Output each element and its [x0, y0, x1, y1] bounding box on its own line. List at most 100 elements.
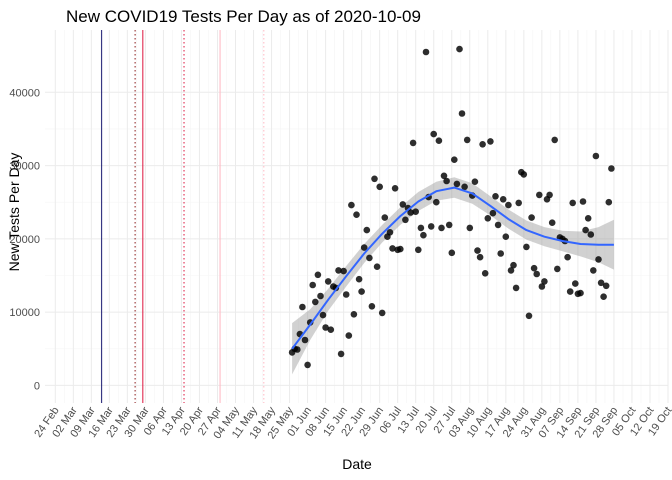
smooth-line [291, 186, 614, 350]
data-point [564, 253, 571, 261]
data-point [422, 48, 430, 56]
data-point [427, 223, 435, 230]
data-point [304, 361, 311, 369]
data-point [590, 267, 597, 274]
data-point [440, 172, 448, 180]
data-point [587, 231, 595, 238]
data-point [340, 267, 347, 275]
data-point [497, 250, 505, 257]
data-point [402, 216, 409, 224]
data-point [322, 324, 329, 331]
data-point [317, 292, 324, 300]
data-point [466, 224, 474, 232]
data-point [433, 198, 440, 206]
data-point [319, 311, 327, 319]
data-point [391, 185, 399, 192]
y-tick-label: 0 [34, 380, 40, 392]
y-axis-title: New Tests Per Day [6, 153, 22, 272]
data-point [443, 177, 450, 185]
data-point [602, 282, 610, 290]
data-point [415, 246, 422, 254]
smooth-trend [291, 186, 614, 350]
data-point [386, 229, 394, 236]
data-point [530, 264, 538, 272]
data-point [523, 243, 530, 251]
data-point [399, 201, 407, 208]
chart-title: New COVID19 Tests Per Day as of 2020-10-… [66, 7, 421, 26]
data-point [409, 139, 417, 147]
data-point [301, 336, 309, 344]
data-point [463, 136, 471, 144]
data-point [314, 271, 322, 279]
data-point [577, 289, 584, 297]
data-point [420, 231, 427, 239]
event-lines [101, 30, 265, 403]
data-point [569, 199, 576, 207]
data-point [458, 110, 466, 117]
data-point [353, 211, 360, 218]
y-tick-label: 40000 [9, 87, 40, 99]
data-point [350, 311, 358, 318]
data-point [342, 291, 350, 298]
data-point [435, 137, 443, 144]
grid [45, 30, 669, 403]
data-point [397, 245, 404, 253]
confidence-band [292, 177, 614, 375]
data-point [471, 178, 479, 185]
data-point [337, 350, 345, 358]
data-point [438, 224, 445, 232]
data-point [445, 221, 453, 229]
data-point [481, 270, 489, 277]
data-point [381, 214, 389, 221]
data-point [373, 263, 381, 271]
data-point [479, 141, 486, 148]
data-point [376, 183, 384, 191]
data-point [505, 201, 512, 209]
data-point [309, 281, 317, 289]
data-point [363, 226, 371, 234]
data-point [461, 183, 468, 191]
y-tick-label: 20000 [9, 234, 40, 246]
data-point [502, 233, 510, 240]
data-point [582, 226, 589, 234]
data-point [299, 303, 306, 311]
data-point [335, 267, 342, 274]
data-point [515, 199, 522, 207]
confidence-ribbon [292, 177, 614, 375]
data-point [554, 265, 561, 273]
data-point [324, 278, 332, 285]
data-point [512, 284, 520, 292]
y-axis-ticks: 0 10000 20000 30000 40000 [9, 87, 40, 392]
data-point [566, 288, 574, 295]
data-point [572, 280, 579, 287]
data-point [592, 152, 600, 160]
data-point [417, 224, 425, 232]
data-point [510, 261, 517, 269]
data-point [605, 198, 613, 206]
data-point [456, 45, 463, 53]
data-point [520, 171, 528, 178]
data-point [371, 175, 378, 183]
data-point [525, 312, 533, 320]
data-point [548, 219, 556, 226]
data-point [600, 293, 607, 301]
data-point [453, 180, 461, 188]
data-point [451, 156, 458, 163]
data-point [389, 245, 396, 252]
data-points [288, 45, 615, 369]
data-point [312, 298, 319, 306]
data-point [533, 270, 540, 278]
x-axis-title: Date [342, 456, 372, 472]
data-point [546, 191, 553, 199]
data-point [608, 165, 615, 172]
data-point [528, 214, 535, 221]
data-point [360, 244, 368, 251]
data-point [430, 130, 438, 138]
data-point [366, 254, 373, 262]
data-point [448, 249, 456, 257]
data-point [294, 346, 301, 353]
data-point [507, 267, 515, 274]
data-point [536, 191, 543, 199]
